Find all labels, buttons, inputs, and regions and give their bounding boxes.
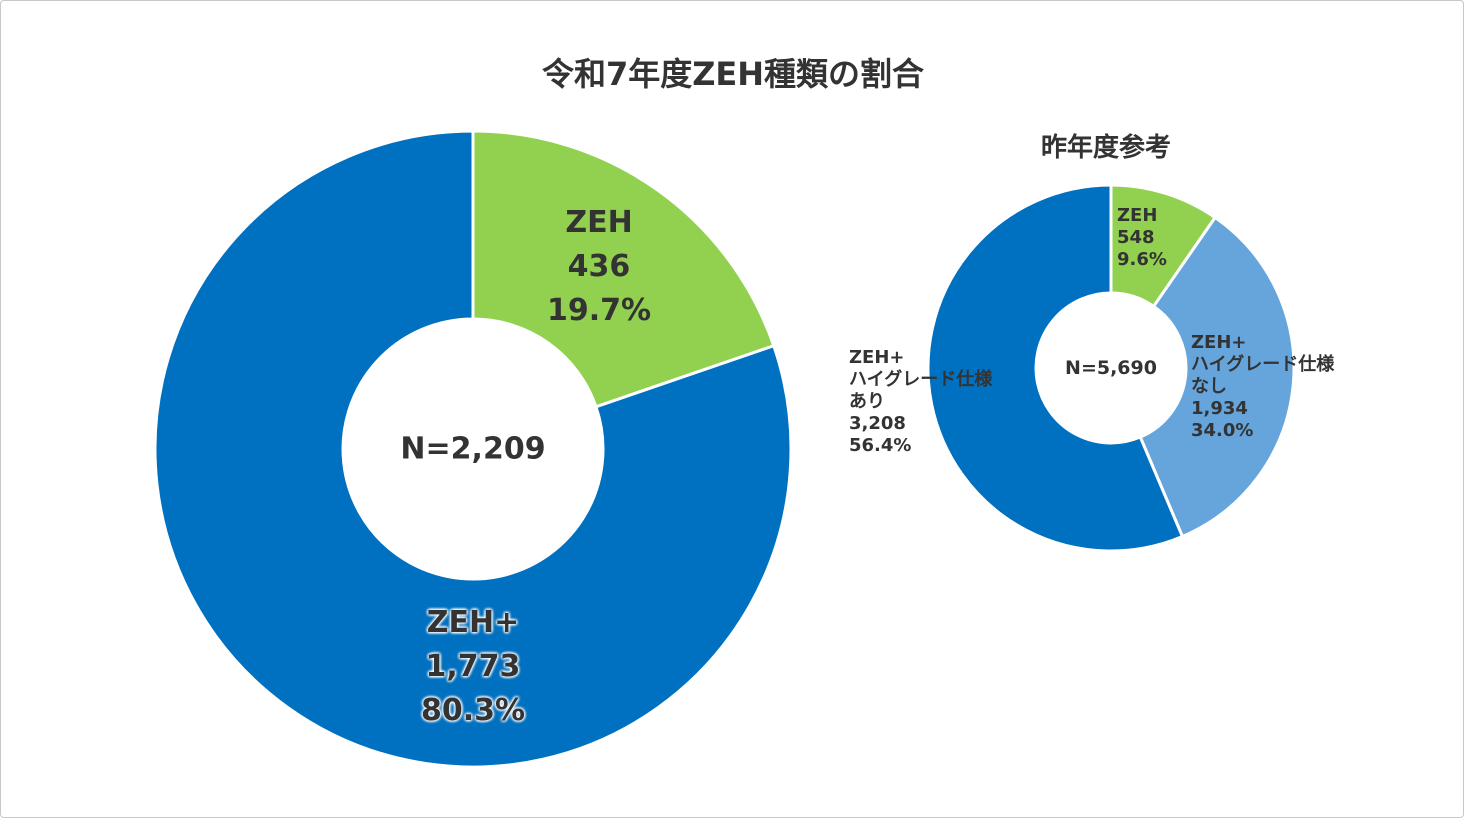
slice-label: ZEH+ ハイグレード仕様 なし 1,934 34.0% <box>1191 332 1334 442</box>
category-label: ZEH <box>1117 205 1158 226</box>
chart-title: 昨年度参考 <box>1040 133 1172 163</box>
percentage-label: 56.4% <box>849 435 912 456</box>
category-label: ZEH+ ハイグレード仕様 あり <box>849 347 993 412</box>
value-label: 436 <box>567 249 631 284</box>
category-label: ZEH+ ハイグレード仕様 なし <box>1191 332 1335 397</box>
donut-slice <box>926 183 1185 553</box>
percentage-label: 19.7% <box>546 293 652 328</box>
value-label: 1,773 <box>425 649 521 684</box>
percentage-label: 80.3% <box>420 693 526 728</box>
category-label: ZEH+ <box>426 605 520 640</box>
category-label: ZEH <box>565 205 633 240</box>
donut-slice <box>1138 215 1296 539</box>
value-label: 548 <box>1117 227 1155 248</box>
donut-slice <box>153 129 793 769</box>
percentage-label: 9.6% <box>1117 249 1167 270</box>
slice-label: ZEH 436 19.7% <box>547 201 651 333</box>
value-label: 3,208 <box>849 413 906 434</box>
percentage-label: 34.0% <box>1191 420 1254 441</box>
chart-title: 令和7年度ZEH種類の割合 <box>541 55 925 93</box>
center-label: N=2,209 <box>400 431 546 467</box>
value-label: 1,934 <box>1191 398 1248 419</box>
center-label: N=5,690 <box>1065 357 1157 379</box>
slice-label: ZEH+ 1,773 80.3% <box>421 601 525 733</box>
slice-label: ZEH+ ハイグレード仕様 あり 3,208 56.4% <box>849 347 992 457</box>
slice-label: ZEH 548 9.6% <box>1117 205 1167 271</box>
donut-slice <box>471 129 776 409</box>
